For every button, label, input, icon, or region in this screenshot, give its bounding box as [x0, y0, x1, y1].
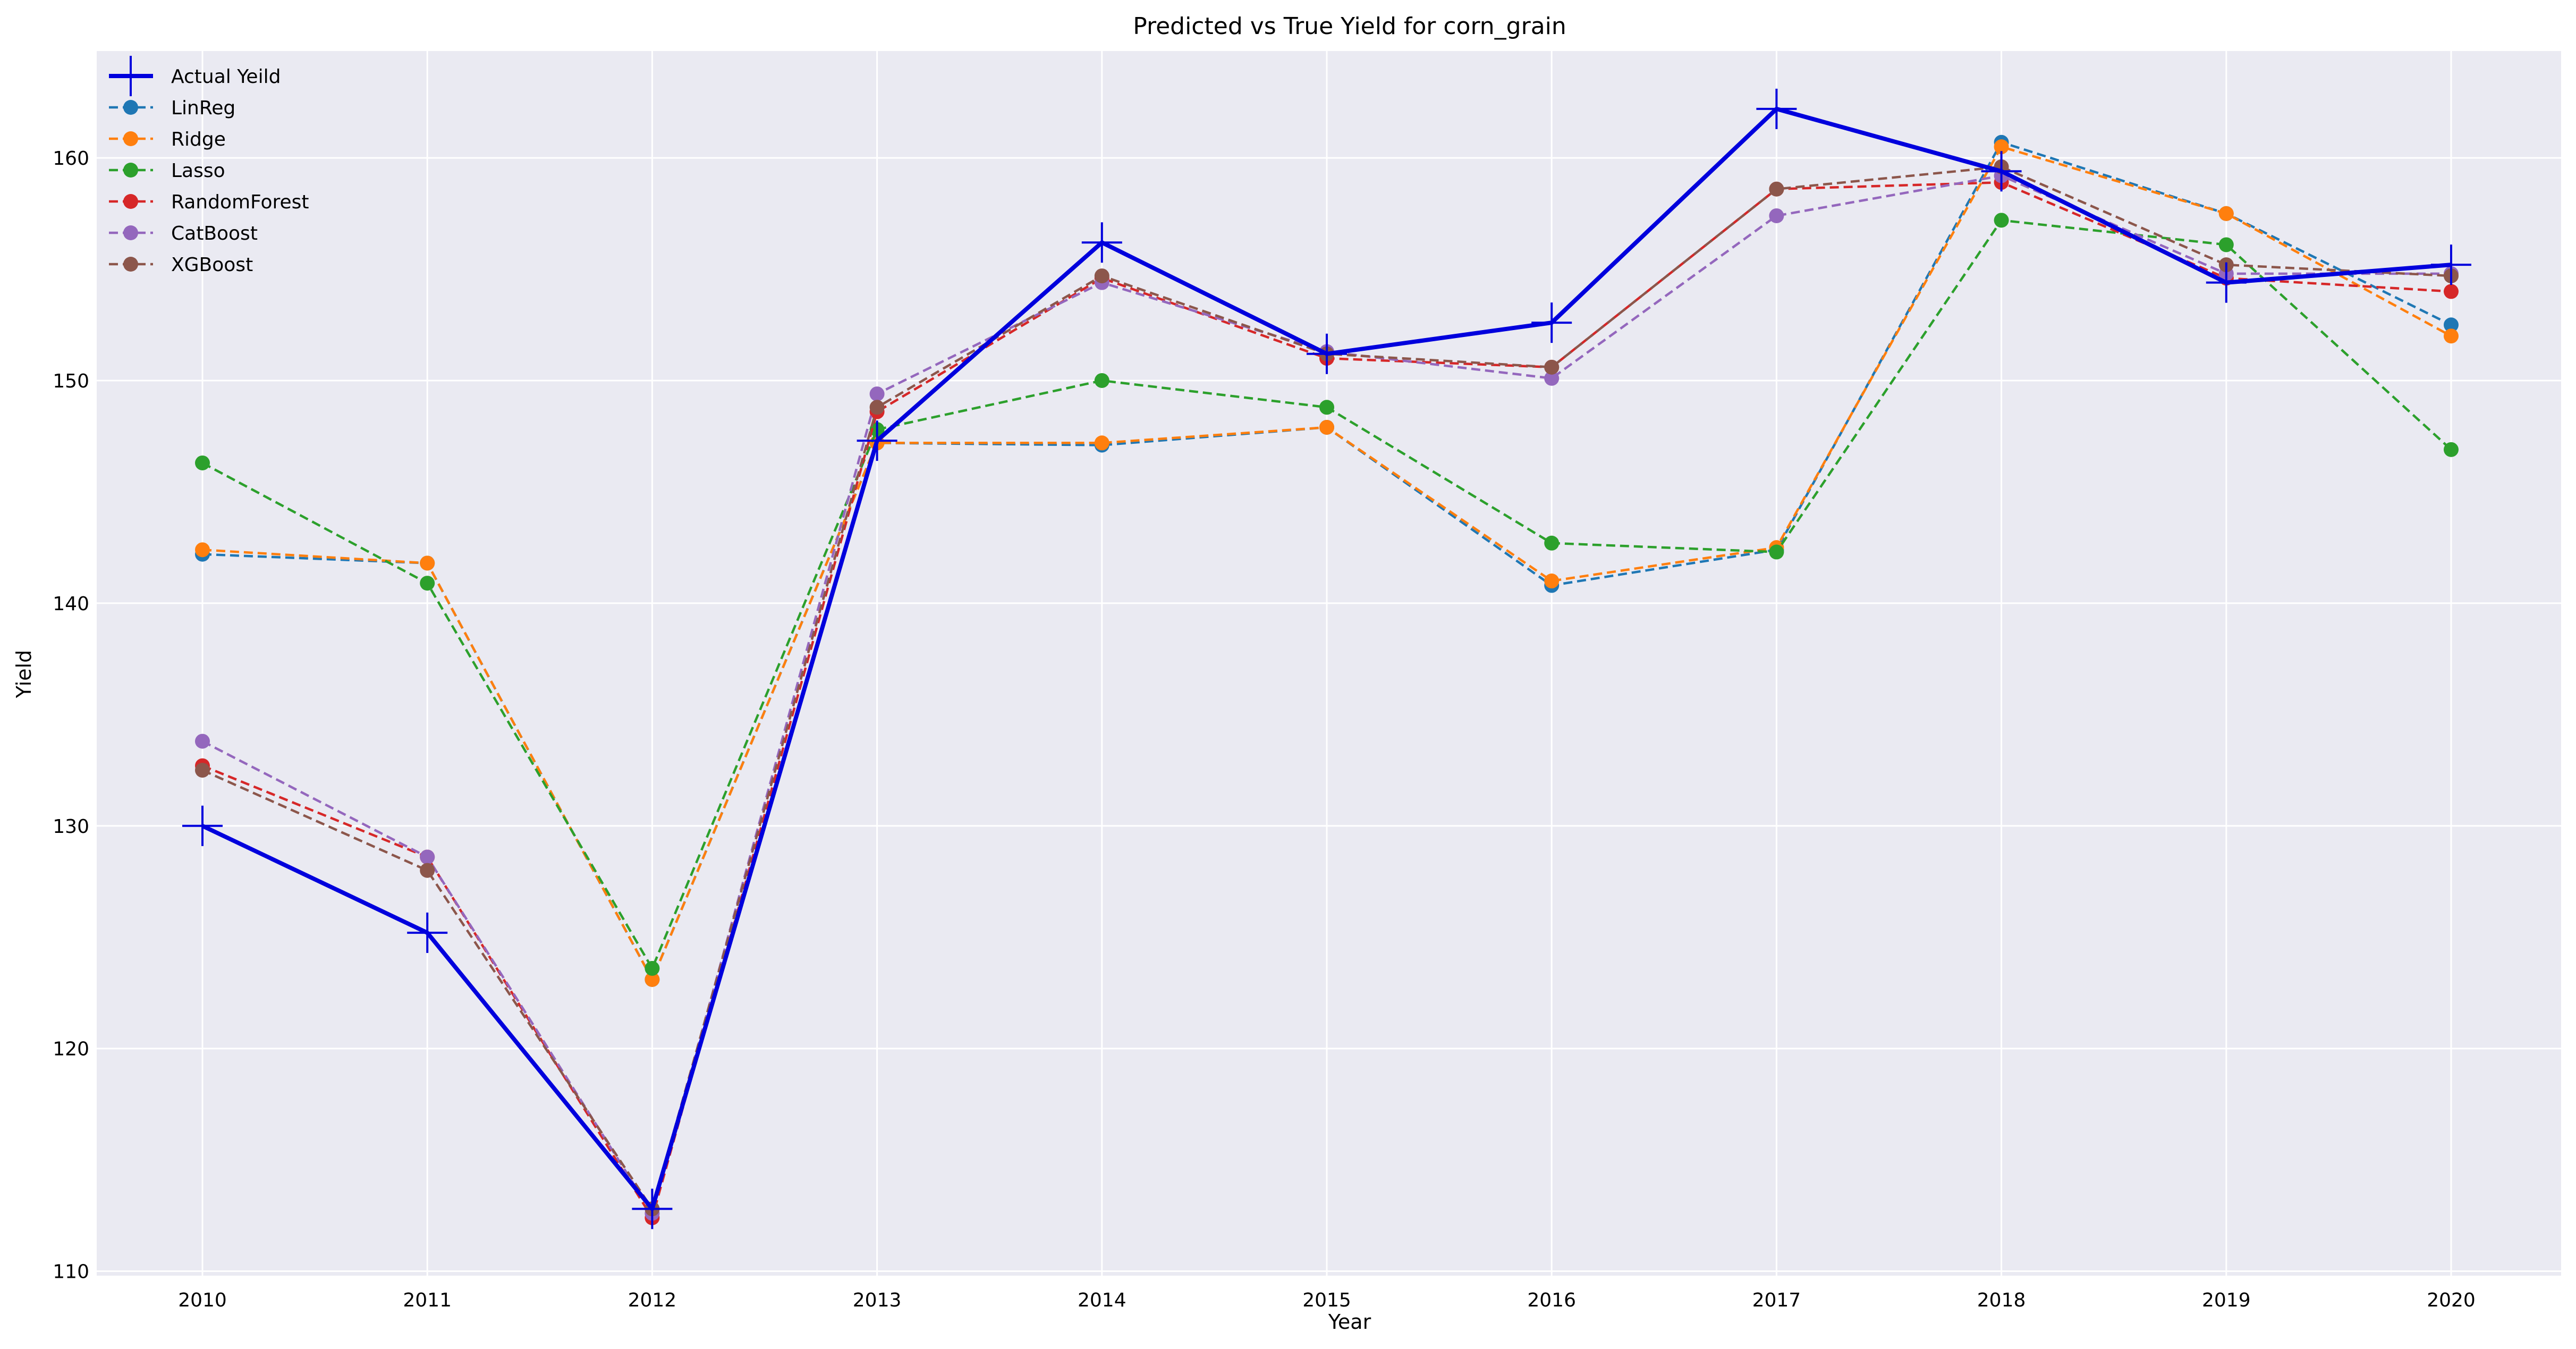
- data-point: [2444, 317, 2459, 333]
- legend-item-ridge: Ridge: [109, 129, 226, 150]
- x-tick-label: 2012: [628, 1289, 677, 1311]
- data-point: [1994, 139, 2009, 155]
- data-point: [632, 1188, 673, 1229]
- x-tick-label: 2016: [1527, 1289, 1576, 1311]
- data-point: [195, 763, 210, 778]
- legend-marker: [123, 163, 138, 178]
- x-axis: 2010 2011 2012 2013 2014 2015 2016 2017 2018 2019…: [178, 1289, 2476, 1311]
- data-point: [2444, 284, 2459, 299]
- data-point: [2444, 442, 2459, 457]
- x-tick-label: 2013: [853, 1289, 902, 1311]
- data-point: [1544, 359, 1560, 375]
- x-tick-label: 2018: [1977, 1289, 2026, 1311]
- legend-marker: [123, 257, 138, 272]
- data-point: [1531, 302, 1572, 343]
- legend-label: Actual Yeild: [171, 66, 281, 88]
- data-point: [195, 542, 210, 558]
- x-tick-label: 2017: [1752, 1289, 1801, 1311]
- legend-item-lasso: Lasso: [109, 160, 225, 182]
- data-point: [1544, 535, 1560, 551]
- legend-item-randomforest: RandomForest: [109, 191, 309, 213]
- legend-item-actual-yeild: Actual Yeild: [109, 56, 281, 96]
- data-point: [195, 733, 210, 749]
- data-point: [420, 863, 435, 878]
- x-tick-label: 2015: [1302, 1289, 1351, 1311]
- legend-label: Ridge: [171, 129, 226, 150]
- data-point: [1094, 435, 1109, 451]
- data-point: [1769, 181, 1784, 197]
- legend-label: XGBoost: [171, 254, 253, 276]
- data-point: [1319, 419, 1334, 435]
- legend: Actual Yeild LinReg Ridge Lasso RandomForest…: [109, 56, 309, 276]
- data-point: [1756, 88, 1797, 129]
- legend-marker: [123, 225, 138, 240]
- x-axis-label: Year: [1328, 1310, 1371, 1334]
- x-tick-label: 2010: [178, 1289, 227, 1311]
- data-point: [645, 960, 660, 976]
- legend-label: Lasso: [171, 160, 225, 182]
- y-tick-label: 150: [53, 370, 89, 392]
- series-actual-yeild: [182, 88, 2471, 1229]
- data-point: [2218, 206, 2234, 221]
- data-point: [1994, 213, 2009, 228]
- chart-title: Predicted vs True Yield for corn_grain: [1133, 13, 1566, 40]
- y-axis: 110 120 130 140 150 160: [53, 148, 89, 1283]
- data-point: [1544, 370, 1560, 386]
- data-point: [2206, 262, 2247, 303]
- y-tick-label: 160: [53, 148, 89, 170]
- data-point: [2218, 237, 2234, 252]
- data-point: [2444, 328, 2459, 344]
- legend-item-catboost: CatBoost: [109, 223, 258, 244]
- data-point: [1769, 208, 1784, 223]
- series-layer: [182, 88, 2471, 1229]
- legend-marker: [123, 194, 138, 209]
- y-tick-label: 110: [53, 1261, 89, 1283]
- data-point: [420, 555, 435, 571]
- y-tick-label: 140: [53, 593, 89, 615]
- x-tick-label: 2011: [403, 1289, 452, 1311]
- data-point: [1307, 333, 1347, 374]
- data-point: [1094, 268, 1109, 284]
- data-point: [195, 455, 210, 470]
- x-tick-label: 2014: [1078, 1289, 1126, 1311]
- data-point: [869, 400, 885, 415]
- x-tick-label: 2020: [2427, 1289, 2476, 1311]
- data-point: [1544, 574, 1560, 589]
- data-point: [2431, 244, 2471, 285]
- data-point: [407, 912, 448, 953]
- data-point: [1081, 222, 1122, 263]
- data-point: [420, 576, 435, 591]
- legend-label: RandomForest: [171, 191, 309, 213]
- data-point: [1769, 544, 1784, 560]
- legend-label: CatBoost: [171, 223, 258, 244]
- data-point: [857, 420, 897, 461]
- legend-label: LinReg: [171, 97, 235, 119]
- legend-item-xgboost: XGBoost: [109, 254, 253, 276]
- data-point: [182, 805, 223, 846]
- data-point: [869, 386, 885, 402]
- y-axis-label: Yield: [12, 650, 36, 698]
- x-tick-label: 2019: [2202, 1289, 2251, 1311]
- plot-area: [97, 51, 2561, 1276]
- y-tick-label: 130: [53, 816, 89, 838]
- data-point: [420, 849, 435, 865]
- legend-marker: [123, 100, 138, 115]
- data-point: [645, 972, 660, 987]
- legend-marker: [123, 131, 138, 146]
- data-point: [1319, 400, 1334, 415]
- data-point: [1981, 151, 2022, 192]
- data-point: [1094, 373, 1109, 388]
- series-lasso: [195, 213, 2459, 976]
- legend-item-linreg: LinReg: [109, 97, 235, 119]
- y-tick-label: 120: [53, 1039, 89, 1060]
